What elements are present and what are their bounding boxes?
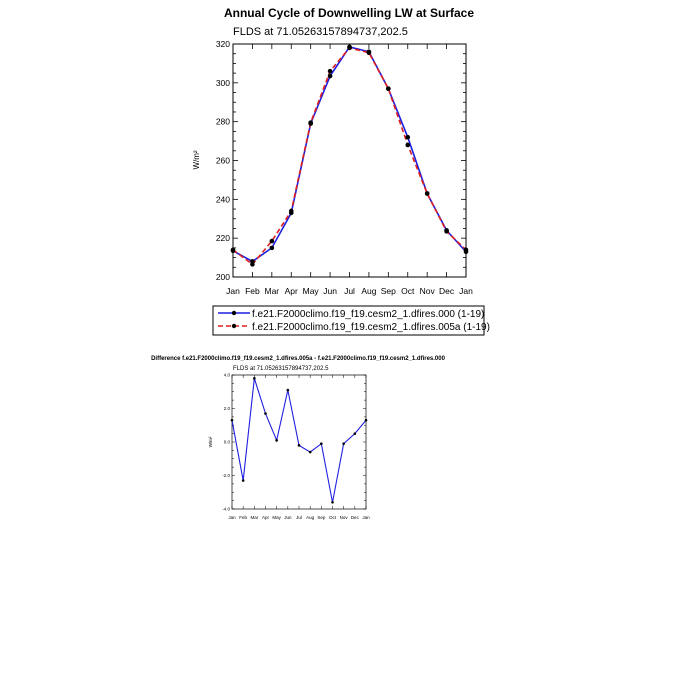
y-tick-label: 2.0 xyxy=(224,406,231,411)
data-point xyxy=(269,245,275,251)
x-tick-label: Nov xyxy=(420,286,436,296)
data-point xyxy=(405,142,411,148)
data-point xyxy=(327,68,333,74)
difference-title: Difference f.e21.F2000climo.f19_f19.cesm… xyxy=(151,356,446,362)
data-point xyxy=(288,208,294,214)
x-tick-label: Sep xyxy=(317,515,326,520)
data-point xyxy=(327,73,333,79)
legend-box xyxy=(212,305,485,336)
legend-marker-series-1 xyxy=(231,310,237,316)
x-tick-label: Dec xyxy=(439,286,455,296)
x-tick-label: Jul xyxy=(296,515,302,520)
difference-series-line xyxy=(230,377,368,504)
data-point xyxy=(320,442,323,445)
series-line-1 xyxy=(231,378,367,503)
x-tick-label: Apr xyxy=(262,515,270,520)
data-point xyxy=(269,238,275,244)
y-tick-label: 260 xyxy=(216,156,230,166)
data-point xyxy=(308,450,312,454)
x-tick-label: Jan xyxy=(362,515,370,520)
y-tick-label: -2.0 xyxy=(222,473,230,478)
data-point xyxy=(444,229,449,234)
x-tick-label: Jun xyxy=(284,515,292,520)
y-tick-label: -4.0 xyxy=(222,507,230,512)
x-tick-label: May xyxy=(303,286,320,296)
main-title: Annual Cycle of Downwelling LW at Surfac… xyxy=(224,6,474,20)
y-tick-label: 220 xyxy=(216,233,230,243)
data-point xyxy=(286,388,290,392)
data-point xyxy=(386,86,391,91)
data-point xyxy=(342,442,345,445)
data-point xyxy=(230,247,236,253)
legend-label-series-2: f.e21.F2000climo.f19_f19.cesm2_1.dfires.… xyxy=(252,322,490,333)
data-point xyxy=(308,120,313,125)
data-point xyxy=(241,479,245,482)
main-series-lines xyxy=(230,44,469,267)
x-tick-label: Oct xyxy=(329,515,337,520)
y-tick-label: 4.0 xyxy=(224,373,231,378)
data-point xyxy=(347,45,352,51)
difference-subtitle: FLDS at 71.05263157894737,202.5 xyxy=(233,366,329,372)
x-tick-label: Jan xyxy=(459,286,473,296)
x-tick-label: Sep xyxy=(381,286,396,296)
data-point xyxy=(230,418,234,422)
y-tick-label: 0.0 xyxy=(224,440,231,445)
y-tick-label: 280 xyxy=(216,117,230,127)
data-point xyxy=(253,377,256,380)
main-legend: f.e21.F2000climo.f19_f19.cesm2_1.dfires.… xyxy=(212,305,490,336)
main-chart: Annual Cycle of Downwelling LW at Surfac… xyxy=(192,6,490,336)
x-tick-label: May xyxy=(272,515,281,520)
main-axis-ticks: Jan Feb Mar Apr May Jun Jul Aug Sep Oct Nov Dec Jan 2… xyxy=(216,39,473,296)
x-tick-label: Oct xyxy=(401,286,415,296)
x-tick-label: Aug xyxy=(361,286,376,296)
y-tick-label: 320 xyxy=(216,39,230,49)
y-tick-label: 300 xyxy=(216,78,230,88)
y-tick-label: 200 xyxy=(216,272,230,282)
main-subtitle: FLDS at 71.05263157894737,202.5 xyxy=(233,26,408,38)
x-tick-label: Jan xyxy=(228,515,236,520)
data-point xyxy=(424,191,430,196)
data-point xyxy=(264,412,267,415)
x-tick-label: Jun xyxy=(323,286,337,296)
x-tick-label: Feb xyxy=(245,286,260,296)
x-tick-label: Dec xyxy=(351,515,360,520)
difference-axis-ticks: Jan Feb Mar Apr May Jun Jul Aug Sep Oct Nov Dec Jan-… xyxy=(222,373,370,521)
data-point xyxy=(331,501,334,504)
legend-label-series-1: f.e21.F2000climo.f19_f19.cesm2_1.dfires.… xyxy=(252,309,484,320)
x-tick-label: Jul xyxy=(344,286,355,296)
legend-marker-series-2 xyxy=(231,323,237,329)
data-point xyxy=(405,134,411,140)
data-point xyxy=(364,418,368,422)
series-line-1 xyxy=(232,45,467,263)
x-tick-label: Aug xyxy=(306,515,315,520)
x-tick-label: Apr xyxy=(285,286,298,296)
series-line-2 xyxy=(232,46,467,266)
data-point xyxy=(463,247,469,253)
data-point xyxy=(250,262,255,267)
difference-y-axis-label: W/m² xyxy=(208,436,213,447)
x-tick-label: Jan xyxy=(226,286,240,296)
data-point xyxy=(353,432,357,435)
data-point xyxy=(297,444,301,447)
x-tick-label: Feb xyxy=(239,515,247,520)
data-point xyxy=(366,50,372,56)
x-tick-label: Mar xyxy=(250,515,258,520)
data-point xyxy=(275,439,278,442)
main-plot-frame xyxy=(232,43,467,278)
x-tick-label: Nov xyxy=(340,515,349,520)
difference-chart: Difference f.e21.F2000climo.f19_f19.cesm… xyxy=(151,356,446,520)
x-tick-label: Mar xyxy=(265,286,280,296)
main-y-axis-label: W/m² xyxy=(192,150,201,169)
y-tick-label: 240 xyxy=(216,194,230,204)
